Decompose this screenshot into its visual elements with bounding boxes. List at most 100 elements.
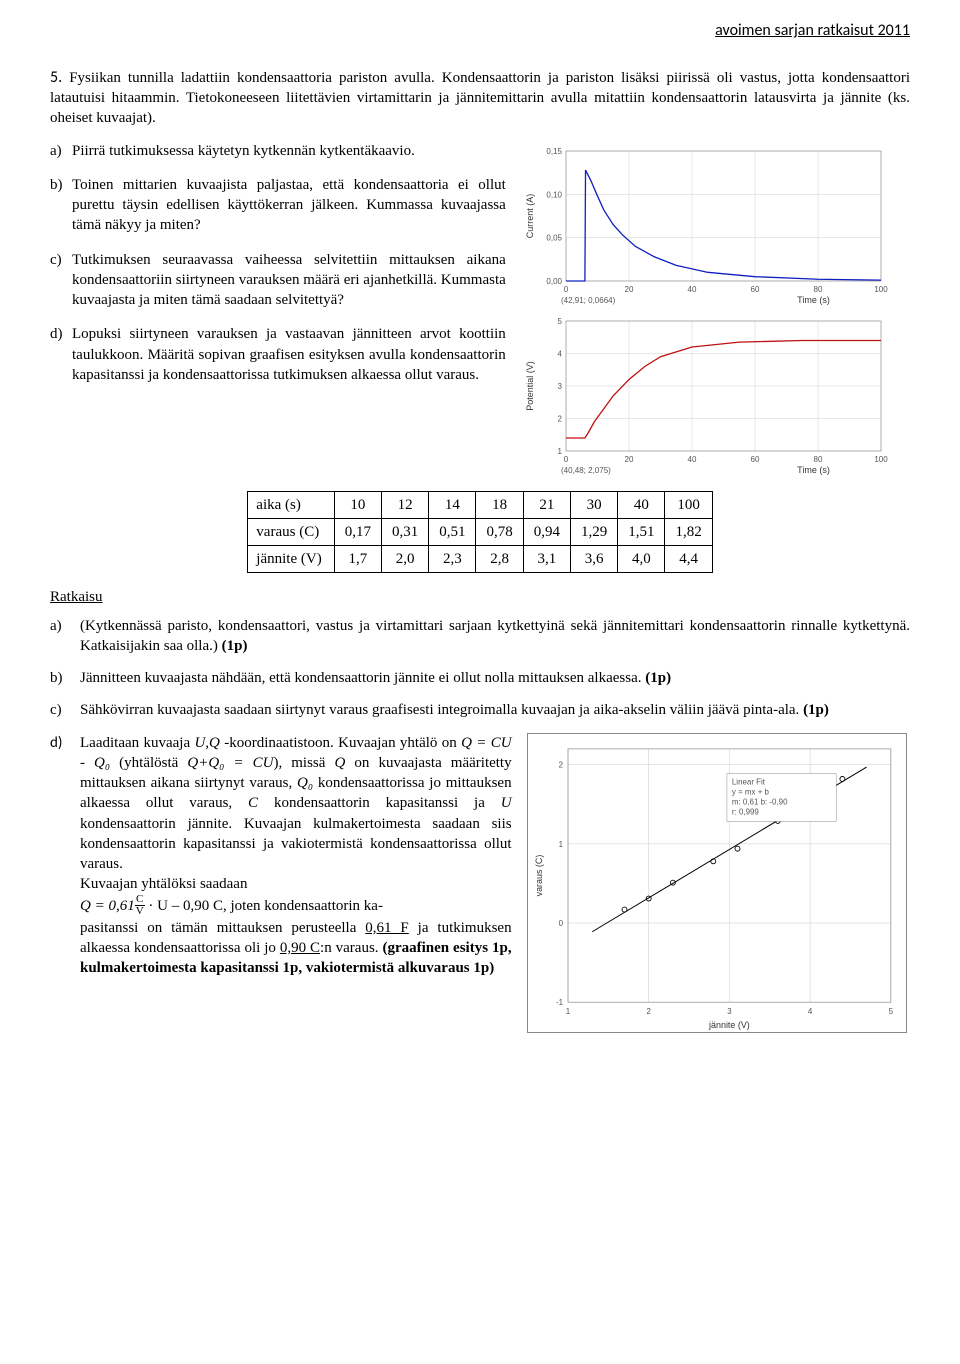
cell: 1,51 — [618, 518, 665, 545]
solution-d-label: d) — [50, 733, 80, 1033]
table-row: jännite (V)1,72,02,32,83,13,64,04,4 — [248, 546, 712, 573]
svg-text:5: 5 — [888, 1007, 893, 1016]
svg-text:80: 80 — [813, 455, 822, 464]
svg-text:1: 1 — [565, 1007, 570, 1016]
voltage-chart: 02040608010012345Potential (V)Time (s)(4… — [521, 311, 891, 481]
intro-text: Fysiikan tunnilla ladattiin kondensaatto… — [50, 70, 910, 127]
solution-b-label: b) — [50, 668, 80, 688]
cell: 18 — [476, 491, 523, 518]
svg-text:40: 40 — [687, 455, 696, 464]
svg-text:3: 3 — [557, 382, 562, 391]
table-row: aika (s)10121418213040100 — [248, 491, 712, 518]
svg-text:60: 60 — [750, 285, 759, 294]
cell: 100 — [665, 491, 712, 518]
svg-text:2: 2 — [646, 1007, 651, 1016]
cell: 2,8 — [476, 546, 523, 573]
svg-text:2: 2 — [557, 414, 562, 423]
svg-text:1: 1 — [558, 840, 563, 849]
svg-text:0,10: 0,10 — [546, 190, 562, 199]
solution-a-label: a) — [50, 616, 80, 657]
svg-text:1: 1 — [557, 447, 562, 456]
svg-text:0: 0 — [558, 919, 563, 928]
cell: 3,6 — [570, 546, 617, 573]
solution-d-text-column: Laaditaan kuvaaja U,Q -koordinaatistoon.… — [80, 733, 512, 1033]
solution-b: b) Jännitteen kuvaajasta nähdään, että k… — [50, 668, 910, 688]
svg-text:Time (s): Time (s) — [797, 465, 830, 475]
solution-c: c) Sähkövirran kuvaajasta saadaan siirty… — [50, 700, 910, 720]
part-d: d) Lopuksi siirtyneen varauksen ja vasta… — [50, 324, 506, 385]
linear-fit-chart: 1 2 3 4 5 -1 0 1 2 Linear Fity = mx + bm: 0,61 b:… — [527, 733, 907, 1033]
part-d-text: Lopuksi siirtyneen varauksen ja vastaava… — [72, 324, 506, 385]
svg-text:Time (s): Time (s) — [797, 295, 830, 305]
row-label: aika (s) — [248, 491, 334, 518]
svg-text:(40,48; 2,075): (40,48; 2,075) — [561, 466, 611, 475]
svg-text:0,15: 0,15 — [546, 147, 562, 156]
cell: 2,3 — [429, 546, 476, 573]
svg-text:5: 5 — [557, 317, 562, 326]
cell: 0,94 — [523, 518, 570, 545]
solution-c-text: Sähkövirran kuvaajasta saadaan siirtynyt… — [80, 700, 910, 720]
svg-text:4: 4 — [557, 349, 562, 358]
part-b: b) Toinen mittarien kuvaajista paljastaa… — [50, 175, 506, 236]
svg-text:0,00: 0,00 — [546, 277, 562, 286]
part-b-label: b) — [50, 175, 72, 236]
cell: 2,0 — [381, 546, 428, 573]
part-b-text: Toinen mittarien kuvaajista paljastaa, e… — [72, 175, 506, 236]
cell: 0,78 — [476, 518, 523, 545]
question-body-row: a) Piirrä tutkimuksessa käytetyn kytkenn… — [50, 141, 910, 481]
solution-a-text: (Kytkennässä paristo, kondensaattori, va… — [80, 616, 910, 657]
page-header: avoimen sarjan ratkaisut 2011 — [50, 20, 910, 42]
svg-text:-1: -1 — [556, 998, 564, 1007]
part-a: a) Piirrä tutkimuksessa käytetyn kytkenn… — [50, 141, 506, 161]
svg-text:2: 2 — [558, 760, 563, 769]
svg-text:r: 0,999: r: 0,999 — [731, 807, 759, 816]
solution-c-label: c) — [50, 700, 80, 720]
parts-column: a) Piirrä tutkimuksessa käytetyn kytkenn… — [50, 141, 506, 481]
svg-text:y = mx + b: y = mx + b — [731, 787, 769, 796]
question-intro: 5. Fysiikan tunnilla ladattiin kondensaa… — [50, 67, 910, 129]
svg-text:(42,91; 0,0664): (42,91; 0,0664) — [561, 296, 616, 305]
row-label: jännite (V) — [248, 546, 334, 573]
svg-text:0,05: 0,05 — [546, 233, 562, 242]
svg-text:20: 20 — [624, 285, 633, 294]
part-c: c) Tutkimuksen seuraavassa vaiheessa sel… — [50, 250, 506, 311]
solution-d-eq: Q = 0,61CV · U – 0,90 C, joten kondensaa… — [80, 898, 383, 914]
cell: 1,29 — [570, 518, 617, 545]
cell: 10 — [334, 491, 381, 518]
solution-d-text2: Kuvaajan yhtälöksi saadaan — [80, 876, 247, 892]
cell: 1,7 — [334, 546, 381, 573]
cell: 4,4 — [665, 546, 712, 573]
cell: 30 — [570, 491, 617, 518]
svg-text:60: 60 — [750, 455, 759, 464]
solution-b-text: Jännitteen kuvaajasta nähdään, että kond… — [80, 668, 910, 688]
table-row: varaus (C)0,170,310,510,780,941,291,511,… — [248, 518, 712, 545]
svg-text:0: 0 — [564, 455, 569, 464]
cell: 3,1 — [523, 546, 570, 573]
svg-text:jännite (V): jännite (V) — [708, 1020, 750, 1030]
svg-text:0: 0 — [564, 285, 569, 294]
svg-text:m: 0,61 b: -0,90: m: 0,61 b: -0,90 — [731, 797, 787, 806]
cell: 4,0 — [618, 546, 665, 573]
solution-d-text3: pasitanssi on tämän mittauksen perusteel… — [80, 920, 512, 977]
solution-a: a) (Kytkennässä paristo, kondensaattori,… — [50, 616, 910, 657]
svg-text:40: 40 — [687, 285, 696, 294]
solution-d: d) Laaditaan kuvaaja U,Q -koordinaatisto… — [50, 733, 910, 1033]
svg-text:80: 80 — [813, 285, 822, 294]
part-d-label: d) — [50, 324, 72, 385]
svg-text:Current (A): Current (A) — [525, 193, 535, 238]
svg-text:Potential (V): Potential (V) — [525, 361, 535, 411]
svg-text:Linear Fit: Linear Fit — [731, 777, 765, 786]
cell: 1,82 — [665, 518, 712, 545]
data-table: aika (s)10121418213040100varaus (C)0,170… — [247, 491, 712, 574]
part-c-text: Tutkimuksen seuraavassa vaiheessa selvit… — [72, 250, 506, 311]
svg-text:4: 4 — [808, 1007, 813, 1016]
solution-heading: Ratkaisu — [50, 587, 910, 607]
cell: 0,31 — [381, 518, 428, 545]
cell: 12 — [381, 491, 428, 518]
part-a-label: a) — [50, 141, 72, 161]
cell: 40 — [618, 491, 665, 518]
svg-text:3: 3 — [727, 1007, 732, 1016]
current-chart: 0204060801000,000,050,100,15Current (A)T… — [521, 141, 891, 311]
svg-text:20: 20 — [624, 455, 633, 464]
cell: 0,51 — [429, 518, 476, 545]
